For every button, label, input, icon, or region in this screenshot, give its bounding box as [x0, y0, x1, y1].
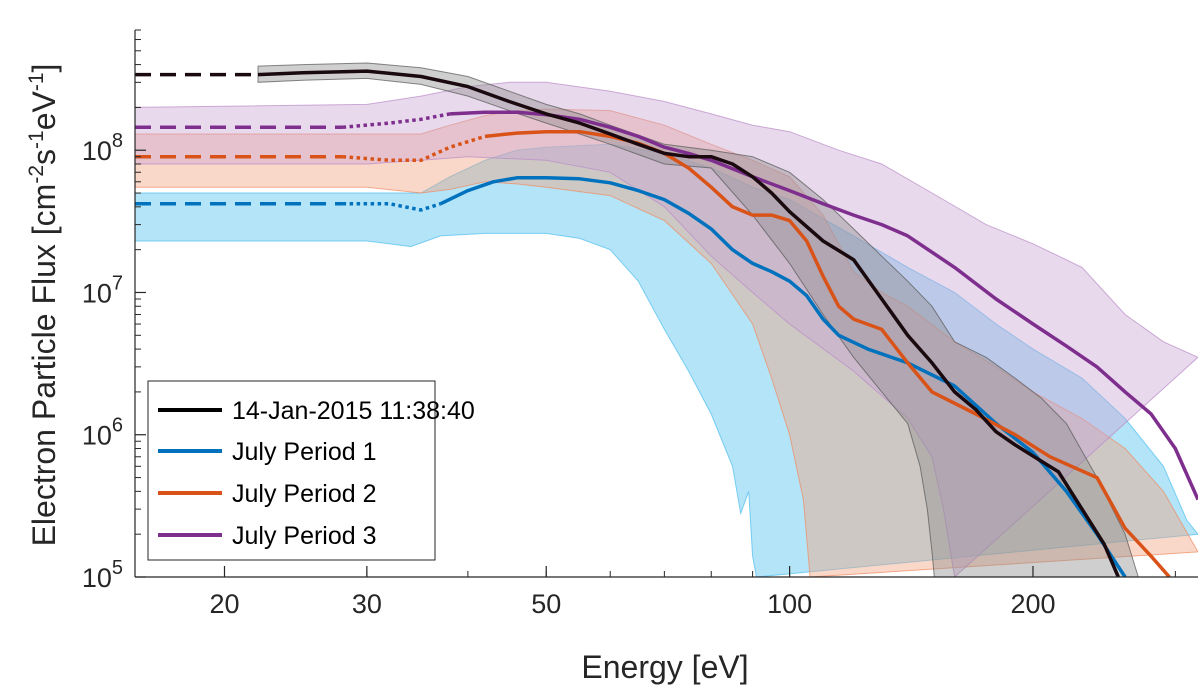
plot-axes [134, 30, 1198, 578]
series-dotted-1 [342, 134, 486, 163]
series-line-2 [449, 110, 1198, 501]
legend-label-3: July Period 3 [232, 522, 377, 550]
y-axis-title-mid1: s [26, 149, 62, 165]
y-axis-title-exp1: -2 [25, 165, 48, 184]
series-lines [135, 69, 1198, 577]
y-axis-title-suffix: ] [26, 64, 62, 73]
y-axis-title: Electron Particle Flux [cm-2s-1eV-1] [25, 64, 62, 547]
y-axis-title-exp3: -1 [25, 72, 48, 91]
legend-label-0: 14-Jan-2015 11:38:40 [232, 397, 475, 425]
x-ticks: 20 30 50 100 200 [209, 566, 1176, 619]
series-dotted-0 [342, 202, 442, 212]
legend-label-1: July Period 1 [232, 438, 377, 466]
legend: 14-Jan-2015 11:38:40 July Period 1 July … [147, 380, 475, 561]
y-tick-label-0: 105 [82, 557, 123, 593]
series-line-3 [257, 69, 1120, 577]
x-tick-label-1: 30 [352, 589, 382, 619]
y-tick-label-1: 106 [82, 415, 123, 451]
series-dotted-2 [342, 112, 451, 130]
y-axis-title-exp2: -1 [25, 130, 48, 149]
y-tick-label-3: 108 [82, 130, 123, 166]
y-axis-title-prefix: Electron Particle Flux [cm [26, 184, 62, 547]
series-line-0 [439, 176, 1127, 577]
y-ticks: 105 106 107 108 [82, 29, 146, 593]
y-axis-title-mid2: eV [26, 90, 62, 130]
band-0 [135, 143, 1198, 577]
x-tick-label-2: 50 [531, 589, 561, 619]
x-axis-title: Energy [eV] [581, 649, 748, 685]
x-tick-label-0: 20 [209, 589, 239, 619]
legend-label-2: July Period 2 [232, 480, 377, 508]
y-tick-label-2: 107 [82, 272, 123, 308]
x-tick-label-3: 100 [767, 589, 812, 619]
x-tick-label-4: 200 [1010, 589, 1055, 619]
band-2 [135, 81, 1198, 577]
